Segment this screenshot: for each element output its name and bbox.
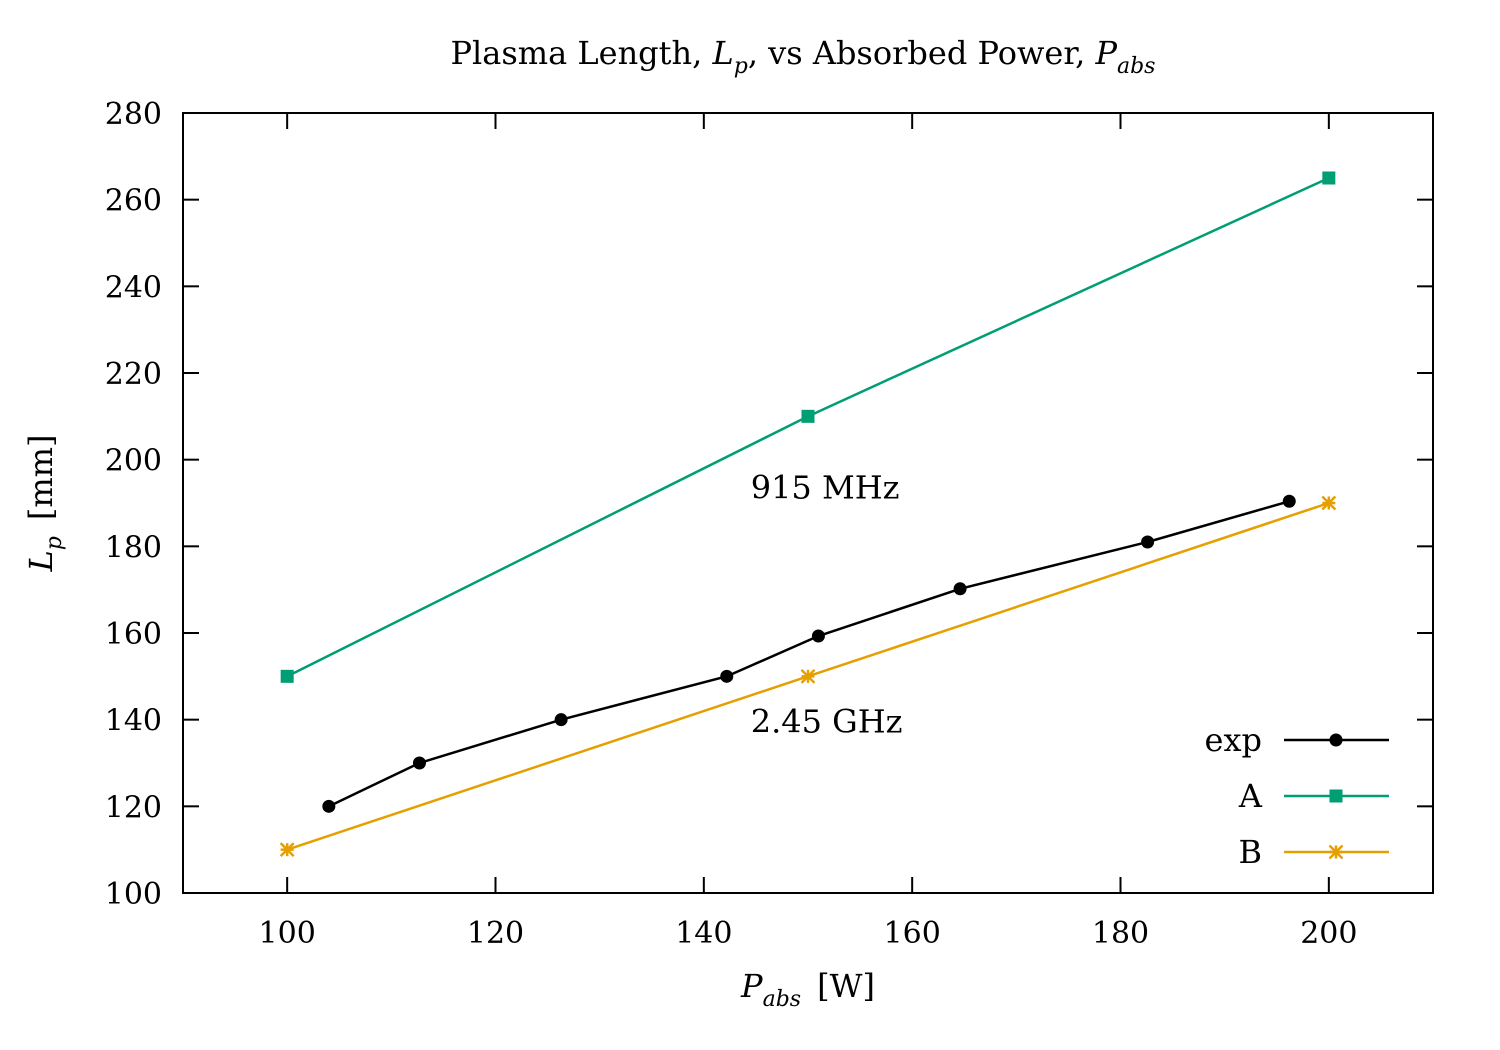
- y-tick-label: 100: [105, 877, 162, 912]
- y-tick-label: 120: [105, 790, 162, 825]
- data-point-A: [1322, 171, 1336, 185]
- legend-swatch-marker: [1328, 844, 1344, 860]
- x-tick-label: 200: [1300, 916, 1357, 951]
- x-axis: 100 120 140 160 180 200: [259, 113, 1357, 951]
- data-point-B: [279, 842, 295, 858]
- x-tick-label: 100: [259, 916, 316, 951]
- series-B: [279, 495, 1337, 858]
- chart-annotation: 2.45 GHz: [751, 703, 903, 741]
- chart-annotation: 915 MHz: [751, 469, 900, 507]
- x-axis-label: Pabs [W]: [740, 967, 875, 1012]
- y-tick-label: 220: [105, 357, 162, 392]
- data-point-exp: [811, 629, 825, 643]
- y-tick-label: 260: [105, 184, 162, 219]
- data-point-A: [280, 669, 294, 683]
- series-line-exp: [328, 500, 1290, 808]
- annotations: 915 MHz 2.45 GHz: [751, 469, 903, 741]
- legend-item-exp: exp: [1205, 721, 1389, 759]
- legend-label: B: [1238, 833, 1262, 871]
- legend-swatch-marker: [1329, 733, 1343, 747]
- legend-swatch-marker: [1329, 789, 1343, 803]
- y-axis: 100 120 140 160 180 200 220 240 260 280: [105, 97, 1433, 912]
- x-tick-label: 180: [1092, 916, 1149, 951]
- y-tick-label: 280: [105, 97, 162, 132]
- x-tick-label: 160: [884, 916, 941, 951]
- x-tick-label: 140: [675, 916, 732, 951]
- data-point-exp: [322, 799, 336, 813]
- y-tick-label: 240: [105, 270, 162, 305]
- chart-title: Plasma Length, Lp, vs Absorbed Power, Pa…: [451, 34, 1156, 79]
- y-tick-label: 140: [105, 704, 162, 739]
- plot-area-frame: [182, 112, 1434, 894]
- data-point-exp: [412, 756, 426, 770]
- legend-item-A: A: [1238, 777, 1389, 815]
- data-point-exp: [720, 669, 734, 683]
- y-axis-label: Lp[mm]: [22, 435, 67, 573]
- series-exp: [322, 494, 1296, 813]
- data-point-exp: [1282, 494, 1296, 508]
- data-point-exp: [1141, 535, 1155, 549]
- y-tick-label: 180: [105, 530, 162, 565]
- series-A: [280, 171, 1336, 683]
- legend-label: exp: [1205, 721, 1262, 759]
- legend: exp AB: [1205, 721, 1389, 871]
- data-point-exp: [554, 713, 568, 727]
- data-point-B: [800, 668, 816, 684]
- series-layer: [279, 171, 1337, 858]
- data-point-exp: [953, 582, 967, 596]
- legend-label: A: [1238, 777, 1263, 815]
- legend-item-B: B: [1238, 833, 1389, 871]
- y-tick-label: 200: [105, 444, 162, 479]
- data-point-B: [1321, 495, 1337, 511]
- y-tick-label: 160: [105, 617, 162, 652]
- x-tick-label: 120: [467, 916, 524, 951]
- data-point-A: [801, 409, 815, 423]
